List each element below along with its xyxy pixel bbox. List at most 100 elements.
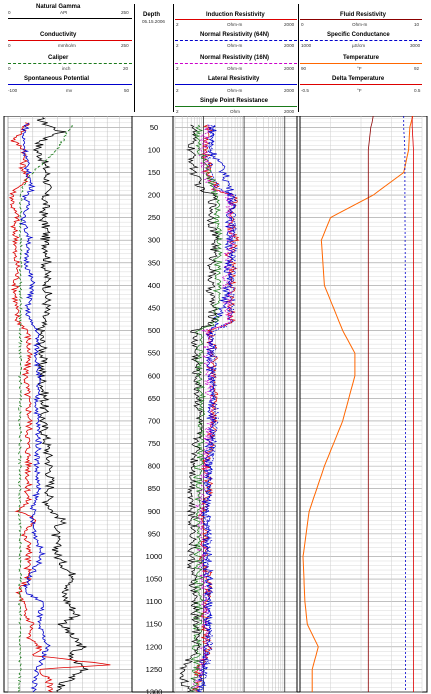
depth-title: Depth bbox=[143, 12, 160, 18]
spec-cond-min: 1000 bbox=[301, 43, 312, 48]
log-date: 05.15.2006 bbox=[142, 19, 165, 24]
temperature-min: 90 bbox=[301, 66, 307, 71]
delta-temp-unit: °F bbox=[357, 88, 362, 93]
conductivity-max: 250 bbox=[121, 43, 129, 48]
sp-unit: mv bbox=[66, 88, 73, 93]
conductivity-min: 0 bbox=[8, 43, 11, 48]
temperature-unit: °F bbox=[357, 66, 362, 71]
temperature-max: 92 bbox=[414, 66, 420, 71]
depth-tick-label: 150 bbox=[148, 168, 161, 177]
curve-fluid-resistivity bbox=[367, 116, 374, 692]
depth-tick-label: 500 bbox=[148, 326, 161, 335]
temperature-title: Temperature bbox=[343, 55, 379, 61]
induction-min: 2 bbox=[176, 22, 179, 27]
curve-normal-resistivity-16n- bbox=[190, 124, 235, 693]
curve-single-point-resistance-curve-2- bbox=[179, 124, 221, 693]
spr-title: Single Point Resistance bbox=[200, 98, 269, 104]
depth-tick-label: 1050 bbox=[146, 575, 163, 584]
curve-caliper bbox=[17, 124, 73, 693]
lateral-max: 2000 bbox=[284, 88, 295, 93]
depth-tick-label: 950 bbox=[148, 529, 161, 538]
n64-unit: Ohm-m bbox=[227, 43, 243, 48]
n64-min: 2 bbox=[176, 43, 179, 48]
n64-max: 2000 bbox=[284, 43, 295, 48]
depth-tick-label: 1100 bbox=[146, 597, 162, 606]
lateral-line bbox=[175, 84, 297, 85]
depth-tick-label: 400 bbox=[148, 281, 161, 290]
curves bbox=[8, 116, 414, 693]
caliper-line bbox=[8, 63, 132, 64]
depth-tick-label: 200 bbox=[148, 191, 161, 200]
delta-temp-max: 0.5 bbox=[414, 88, 421, 93]
natural-gamma-min: 0 bbox=[8, 10, 11, 15]
depth-tick-label: 600 bbox=[148, 371, 161, 380]
natural-gamma-title: Natural Gamma bbox=[36, 4, 81, 10]
caliper-unit: inch bbox=[62, 66, 71, 71]
curve-single-point-resistance bbox=[189, 124, 224, 693]
conductivity-line bbox=[8, 40, 132, 41]
spr-line bbox=[175, 106, 297, 107]
natural-gamma-unit: API bbox=[60, 10, 68, 15]
spec-cond-unit: µS/cm bbox=[352, 43, 366, 48]
depth-tick-label: 350 bbox=[148, 258, 161, 267]
induction-line bbox=[175, 19, 297, 20]
depth-tick-label: 1200 bbox=[146, 642, 163, 651]
depth-tick-label: 800 bbox=[148, 462, 161, 471]
depth-tick-label: 1300 bbox=[146, 688, 163, 694]
n16-title: Normal Resistivity (16N) bbox=[200, 55, 270, 61]
header-divider-3 bbox=[298, 4, 299, 112]
depth-tick-label: 300 bbox=[148, 236, 161, 245]
depth-tick-label: 250 bbox=[148, 213, 161, 222]
spec-cond-max: 3000 bbox=[410, 43, 421, 48]
curve-delta-temperature bbox=[411, 116, 414, 692]
fluid-res-line bbox=[300, 19, 422, 20]
spr-min: 2 bbox=[176, 109, 179, 114]
depth-ticks: 50 100 150 200 250 300 350 400 450 500 550 600 650 70… bbox=[146, 123, 163, 694]
depth-tick-label: 900 bbox=[148, 507, 161, 516]
spr-max: 2000 bbox=[284, 109, 295, 114]
temperature-line bbox=[300, 63, 422, 64]
spec-cond-line bbox=[300, 40, 422, 41]
fluid-res-unit: Ohm-m bbox=[352, 22, 368, 27]
lateral-min: 2 bbox=[176, 88, 179, 93]
n16-max: 2000 bbox=[284, 66, 295, 71]
n16-line bbox=[175, 63, 297, 64]
natural-gamma-max: 250 bbox=[121, 10, 129, 15]
caliper-max: 20 bbox=[123, 66, 129, 71]
lateral-unit: Ohm-m bbox=[227, 88, 243, 93]
caliper-min: 0 bbox=[8, 66, 11, 71]
fluid-res-title: Fluid Resistivity bbox=[340, 12, 387, 18]
header-divider-1 bbox=[134, 4, 135, 112]
sp-title: Spontaneous Potential bbox=[24, 76, 90, 82]
natural-gamma-line bbox=[8, 18, 132, 19]
depth-tick-label: 550 bbox=[148, 349, 161, 358]
log-plot: 50 100 150 200 250 300 350 400 450 500 550 600 650 70… bbox=[3, 116, 428, 694]
sp-max: 50 bbox=[124, 88, 130, 93]
fluid-res-min: 0 bbox=[301, 22, 304, 27]
sp-min: -100 bbox=[8, 88, 18, 93]
log-header: Natural Gamma 0 API 250 Conductivity 0 m… bbox=[0, 0, 431, 116]
conductivity-unit: mmho/m bbox=[58, 43, 76, 48]
depth-tick-label: 1150 bbox=[146, 620, 162, 629]
spec-cond-title: Specific Conductance bbox=[327, 32, 390, 38]
depth-tick-label: 450 bbox=[148, 304, 161, 313]
curve-lateral-resistivity bbox=[196, 124, 236, 693]
caliper-title: Caliper bbox=[48, 55, 69, 61]
lateral-title: Lateral Resistivity bbox=[208, 76, 260, 82]
header-divider-2 bbox=[173, 4, 174, 112]
induction-title: Induction Resistivity bbox=[206, 12, 265, 18]
depth-tick-label: 700 bbox=[148, 416, 161, 425]
curve-temperature bbox=[302, 116, 414, 692]
delta-temp-title: Delta Temperature bbox=[332, 76, 385, 82]
induction-max: 2000 bbox=[284, 22, 295, 27]
induction-unit: Ohm-m bbox=[227, 22, 243, 27]
n16-unit: Ohm-m bbox=[227, 66, 243, 71]
depth-tick-label: 1250 bbox=[146, 665, 163, 674]
delta-temp-line bbox=[300, 84, 422, 85]
grid bbox=[7, 116, 423, 693]
spr-unit: Ohm bbox=[230, 109, 240, 114]
curve-natural-gamma bbox=[32, 117, 89, 693]
conductivity-title: Conductivity bbox=[40, 32, 77, 38]
depth-tick-label: 100 bbox=[148, 145, 161, 154]
depth-tick-label: 50 bbox=[150, 123, 158, 132]
